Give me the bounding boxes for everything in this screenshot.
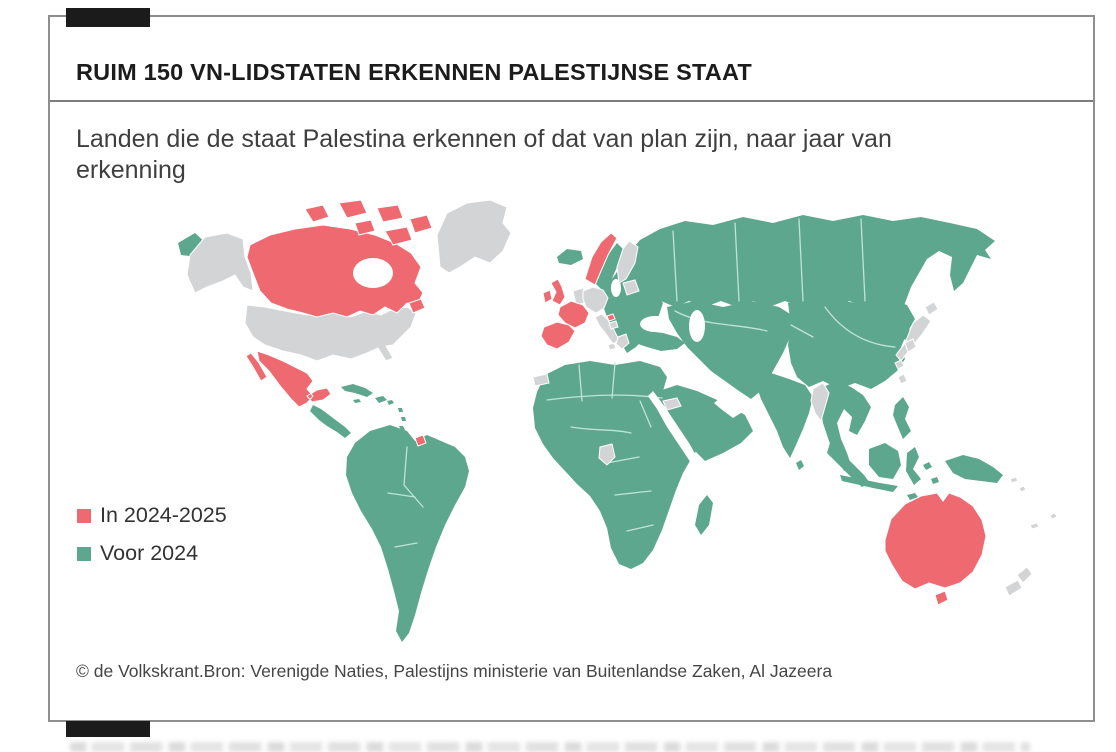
map-country-norway <box>584 232 618 286</box>
map-island-sumatra <box>827 443 870 487</box>
map-country-eritrea <box>662 397 682 411</box>
map-island-borneo <box>869 443 901 479</box>
map-canada-arctic-islands <box>304 199 433 246</box>
world-map-svg <box>178 199 1058 642</box>
map-region-arabia <box>659 385 753 461</box>
next-section-blurred-text <box>70 742 1030 752</box>
map-region-french-guiana <box>414 434 427 447</box>
map-country-australia <box>884 492 987 606</box>
map-region-alaska <box>186 232 254 294</box>
map-country-france <box>557 300 590 329</box>
map-country-iceland <box>557 249 583 265</box>
map-country-sweden <box>595 243 623 291</box>
map-country-cuba <box>341 384 373 397</box>
map-island-java <box>840 475 898 492</box>
map-regions-before-2024 <box>178 215 1003 642</box>
map-country-croatia <box>608 320 619 330</box>
map-country-sri-lanka <box>796 460 804 470</box>
map-country-ireland <box>542 289 553 304</box>
map-region-baltics <box>622 279 640 296</box>
map-country-greenland <box>436 199 512 274</box>
map-country-turkey <box>633 331 685 351</box>
legend-item-before: Voor 2024 <box>77 541 227 566</box>
map-country-myanmar <box>810 382 830 423</box>
map-country-mexico <box>245 350 332 408</box>
map-country-south-korea <box>904 338 917 353</box>
map-region-russia-asia <box>600 215 995 319</box>
map-islands-caribbean <box>353 396 406 430</box>
map-country-china <box>788 297 915 389</box>
map-inner-borders <box>387 218 896 548</box>
legend-swatch-recent <box>77 508 91 523</box>
infographic-card: RUIM 150 VN-LIDSTATEN ERKENNEN PALESTIJN… <box>48 8 1095 722</box>
map-islands-pacific <box>1009 476 1058 530</box>
map-region-central-america <box>310 405 351 438</box>
map-country-india <box>755 373 813 458</box>
map-region-western-sahara <box>532 373 550 387</box>
map-regions-2024-2025 <box>245 199 987 606</box>
top-black-tab <box>66 8 150 27</box>
map-country-finland <box>616 240 639 284</box>
page-title: RUIM 150 VN-LIDSTATEN ERKENNEN PALESTIJN… <box>76 59 752 85</box>
hudson-bay-overlay <box>353 258 393 288</box>
map-country-greece <box>615 333 630 350</box>
map-country-united-kingdom <box>550 278 566 306</box>
sea-of-okhotsk <box>925 257 945 285</box>
map-region-south-america <box>346 425 469 642</box>
black-sea <box>640 316 670 332</box>
map-island-taiwan <box>897 373 908 385</box>
header: RUIM 150 VN-LIDSTATEN ERKENNEN PALESTIJN… <box>50 17 1093 102</box>
red-sea <box>648 391 697 463</box>
baltic-sea <box>611 279 621 297</box>
source-credit: © de Volkskrant.Bron: Verenigde Naties, … <box>76 661 833 681</box>
caspian-sea <box>689 310 705 342</box>
map-country-new-zealand <box>1004 566 1033 597</box>
map-country-slovenia <box>606 313 616 322</box>
subtitle: Landen die de staat Palestina erkennen o… <box>76 125 892 184</box>
map-island-madagascar <box>695 495 713 535</box>
world-map: In 2024-2025 Voor 2024 <box>55 195 1095 657</box>
legend-label-before: Voor 2024 <box>100 541 199 565</box>
legend-item-recent: In 2024-2025 <box>77 503 227 528</box>
map-islands-moluccas-timor <box>907 462 939 500</box>
legend: In 2024-2025 Voor 2024 <box>77 503 227 566</box>
map-canada-newfoundland <box>408 298 426 314</box>
bottom-black-tab <box>66 721 150 737</box>
persian-gulf <box>714 399 741 418</box>
legend-swatch-before <box>77 546 91 561</box>
map-island-sulawesi <box>906 447 921 485</box>
legend-label-recent: In 2024-2025 <box>100 503 227 527</box>
map-region-eastern-europe <box>602 281 663 353</box>
map-regions-no-recognition <box>186 199 1058 597</box>
map-region-iberia <box>540 321 576 350</box>
map-country-cameroon <box>598 443 616 466</box>
map-region-germany-central-europe <box>582 286 609 314</box>
map-island-new-guinea <box>945 455 1003 483</box>
map-country-philippines <box>893 397 911 439</box>
